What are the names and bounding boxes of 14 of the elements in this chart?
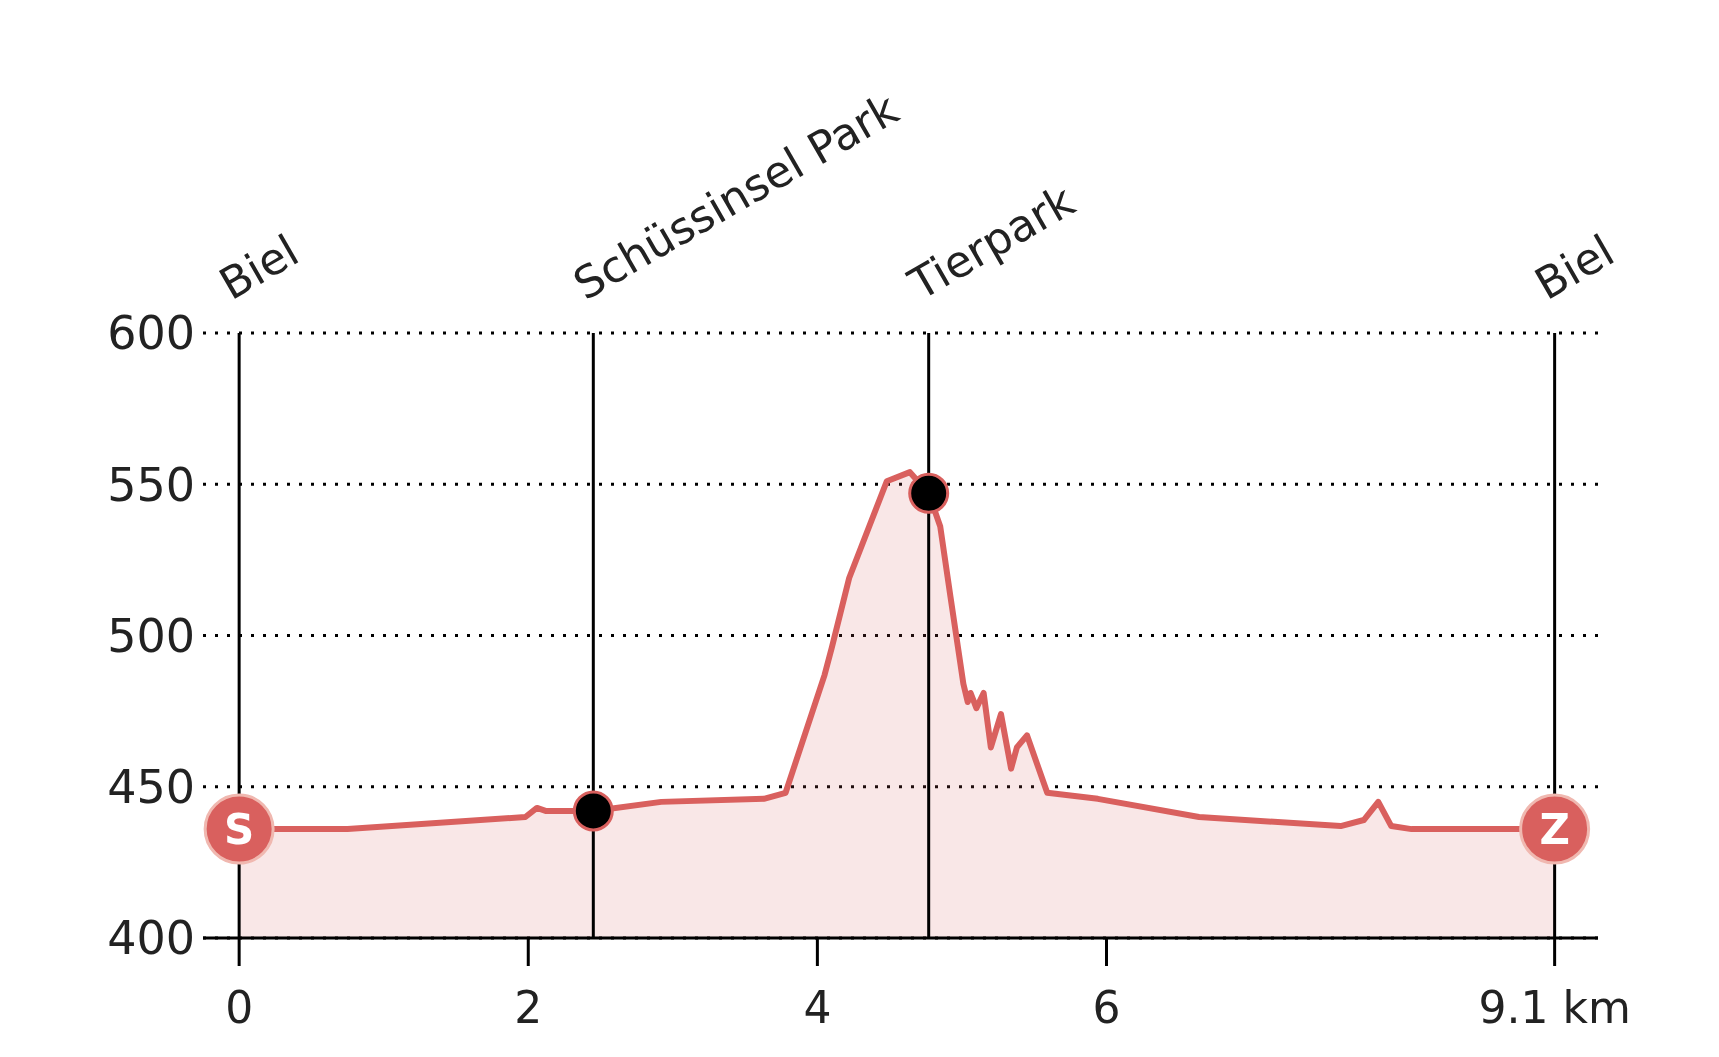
y-tick-label: 500 bbox=[107, 608, 195, 663]
x-tick-label: 4 bbox=[803, 982, 832, 1034]
y-tick-label: 400 bbox=[107, 911, 195, 966]
x-tick-label: 0 bbox=[225, 982, 254, 1034]
x-tick-label: 6 bbox=[1092, 982, 1121, 1034]
y-tick-label: 550 bbox=[107, 457, 195, 512]
ref-line-label: Biel bbox=[1526, 224, 1623, 310]
x-tick-label: 9.1 km bbox=[1478, 982, 1631, 1034]
y-tick-label: 600 bbox=[107, 306, 195, 361]
annotation: S bbox=[224, 805, 255, 855]
ref-line-label: Biel bbox=[210, 224, 307, 310]
x-tick-label: 2 bbox=[514, 982, 543, 1034]
annotation: Z bbox=[1539, 805, 1570, 855]
y-tick-label: 450 bbox=[107, 760, 195, 815]
